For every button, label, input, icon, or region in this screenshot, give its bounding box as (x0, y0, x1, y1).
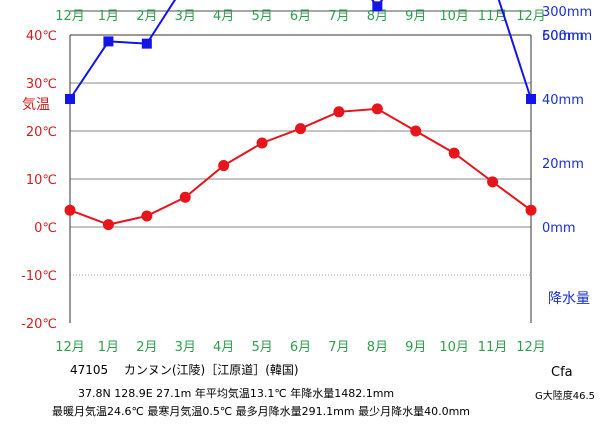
month-label-top: 11月 (478, 9, 508, 24)
month-label-bottom: 10月 (439, 340, 469, 355)
temperature-tick-label: -10℃ (21, 269, 57, 284)
month-label-top: 1月 (98, 9, 119, 24)
temperature-axis-label: 気温 (22, 97, 50, 113)
month-label-top: 6月 (290, 9, 311, 24)
temperature-point (333, 106, 345, 118)
month-label-top: 7月 (328, 9, 349, 24)
temperature-point (256, 137, 268, 149)
station-code: 47105 (70, 363, 109, 377)
temperature-tick-label: 30℃ (26, 77, 57, 92)
month-label-bottom: 8月 (367, 340, 388, 355)
station-header: 47105 カンヌン(江陵)［江原道］(韓国) (70, 361, 299, 378)
temperature-point (295, 123, 306, 135)
precipitation-point (103, 36, 114, 47)
plot-frame (69, 34, 532, 323)
precipitation-axis-ticks: 500mm300mm100mm80mm60mm40mm20mm0mm (542, 5, 592, 236)
continentality-index: G大陸度46.5 (535, 391, 596, 402)
month-label-top: 8月 (367, 9, 388, 24)
month-label-bottom: 3月 (175, 340, 196, 355)
month-label-top: 12月 (55, 9, 85, 24)
month-label-top: 9月 (405, 9, 426, 24)
temperature-tick-label: 20℃ (26, 125, 57, 140)
precipitation-tick-label: 500mm (542, 29, 592, 44)
month-label-top: 10月 (439, 9, 469, 24)
station-summary: 37.8N 128.9E 27.1m 年平均気温13.1℃ 年降水量1482.1… (78, 387, 395, 400)
precipitation-point (372, 1, 383, 12)
month-labels-bottom: 12月 1月 2月 3月 4月 5月 6月 7月 8月 9月 10月 11月 12月 (55, 340, 546, 355)
month-label-bottom: 7月 (328, 340, 349, 355)
month-label-top: 4月 (213, 9, 234, 24)
grid-lines (70, 10, 531, 276)
month-label-top: 2月 (136, 9, 157, 24)
station-extremes: 最暖月気温24.6℃ 最寒月気温0.5℃ 最多月降水量291.1mm 最少月降水… (52, 405, 471, 418)
temperature-point (410, 125, 422, 137)
month-label-bottom: 6月 (290, 340, 311, 355)
temperature-point (64, 204, 76, 216)
month-label-top: 12月 (516, 9, 546, 24)
temperature-point (218, 160, 230, 172)
month-label-bottom: 9月 (405, 340, 426, 355)
temperature-point (525, 204, 537, 216)
precipitation-point (141, 38, 152, 49)
temperature-point (487, 176, 499, 188)
month-label-bottom: 1月 (98, 340, 119, 355)
climate-class: Cfa (551, 365, 573, 380)
month-labels-top: 12月 1月 2月 3月 4月 5月 6月 7月 8月 9月 10月 11月 12月 (55, 9, 546, 24)
station-name: カンヌン(江陵)［江原道］(韓国) (123, 363, 299, 377)
precipitation-tick-label: 20mm (542, 157, 584, 172)
month-label-top: 3月 (175, 9, 196, 24)
month-label-bottom: 4月 (213, 340, 234, 355)
precipitation-series (65, 0, 536, 104)
temperature-point (179, 191, 191, 203)
precipitation-point (65, 94, 75, 104)
temperature-tick-label: -20℃ (21, 317, 57, 332)
temperature-point (448, 147, 460, 159)
precipitation-tick-label: 60mm (542, 29, 584, 44)
precipitation-axis-label: 降水量 (548, 291, 590, 307)
temperature-tick-label: 10℃ (26, 173, 57, 188)
temperature-series (64, 103, 537, 231)
temperature-point (102, 219, 114, 231)
month-label-bottom: 12月 (55, 340, 85, 355)
temperature-tick-label: 0℃ (34, 221, 57, 236)
month-label-bottom: 2月 (136, 340, 157, 355)
month-label-bottom: 11月 (478, 340, 508, 355)
precipitation-point (526, 94, 536, 104)
temperature-point (371, 103, 383, 115)
month-label-bottom: 12月 (516, 340, 546, 355)
temperature-point (141, 210, 153, 222)
precipitation-tick-label: 300mm (542, 5, 592, 20)
precipitation-tick-label: 40mm (542, 93, 584, 108)
month-label-top: 5月 (251, 9, 272, 24)
month-label-bottom: 5月 (251, 340, 272, 355)
temperature-axis-ticks: 40℃ 30℃ 20℃ 10℃ 0℃ -10℃ -20℃ (21, 29, 57, 332)
precipitation-tick-label: 0mm (542, 221, 576, 236)
temperature-tick-label: 40℃ (26, 29, 57, 44)
